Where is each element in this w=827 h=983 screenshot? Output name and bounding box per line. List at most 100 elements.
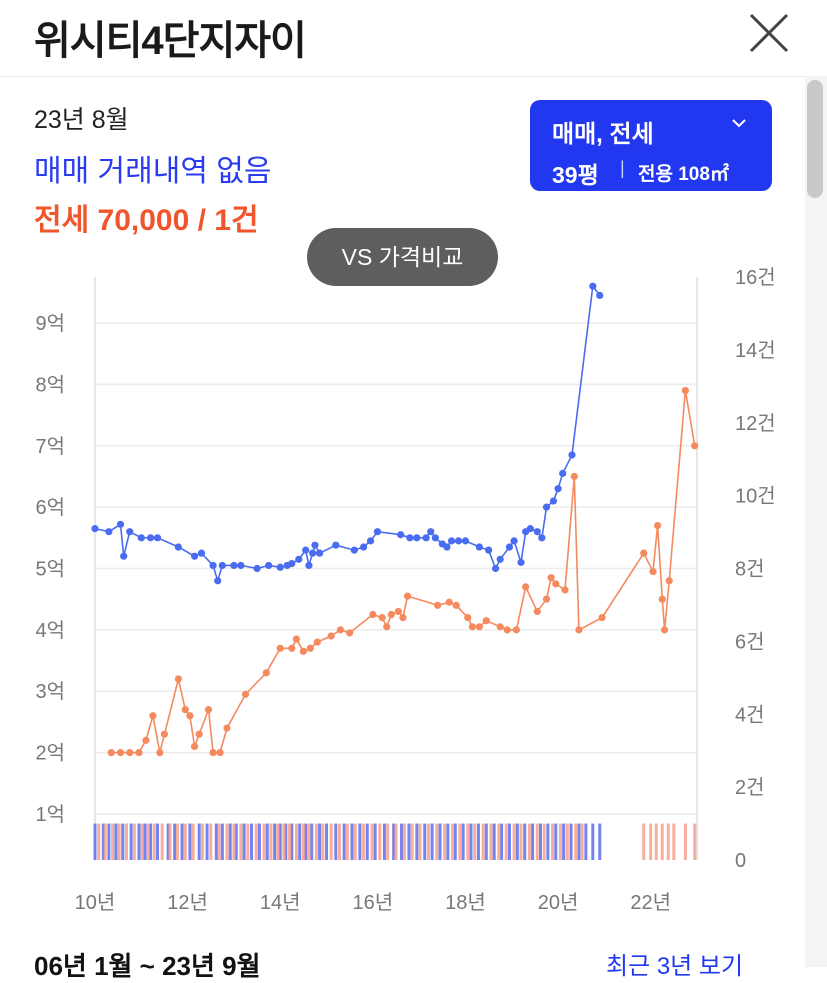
jeonse-price-point [575, 626, 583, 634]
jeonse-volume-bar [160, 823, 164, 860]
sale-volume-bar [392, 823, 396, 860]
x-tick-label: 16년 [353, 891, 394, 914]
jeonse-volume-bar [519, 823, 523, 860]
deal-type-selector[interactable]: 매매, 전세 39평 | 전용 108㎡ [530, 100, 772, 191]
sale-price-point [589, 282, 597, 290]
jeonse-volume-bar [345, 823, 349, 860]
sale-price-point [510, 537, 518, 545]
sale-price-point [146, 534, 155, 542]
sale-volume-bar [350, 823, 354, 860]
sale-volume-bar [214, 823, 218, 860]
sale-volume-bar [453, 823, 457, 860]
jeonse-volume-bar [497, 823, 501, 860]
sale-price-point [496, 555, 504, 563]
jeonse-volume-bar [276, 823, 280, 860]
jeonse-price-point [223, 724, 231, 732]
sale-price-point [295, 555, 303, 563]
sale-price-point [350, 546, 358, 554]
sale-volume-bar [554, 823, 558, 860]
sale-price-point [214, 577, 222, 585]
jeonse-volume-bar [97, 823, 101, 860]
jeonse-price-point [174, 675, 182, 683]
sale-volume-bar [438, 823, 442, 860]
sale-volume-bar [538, 823, 542, 860]
jeonse-price-point [209, 749, 217, 757]
jeonse-price-point [570, 472, 578, 481]
sale-volume-bar [546, 823, 550, 860]
sale-volume-bar [484, 823, 488, 860]
sale-volume-bar [358, 823, 362, 860]
y-right-tick-label: 0 [735, 850, 746, 872]
sale-price-point [137, 534, 145, 542]
sale-price-point [237, 561, 245, 570]
sale-volume-bar [197, 823, 201, 860]
jeonse-volume-bar [426, 823, 430, 860]
close-icon[interactable] [746, 10, 792, 56]
jeonse-volume-bar [542, 823, 546, 860]
jeonse-volume-bar [527, 823, 531, 860]
jeonse-price-point [149, 712, 157, 720]
jeonse-volume-bar [353, 823, 357, 860]
jeonse-price-point [346, 629, 354, 637]
jeonse-volume-bar [666, 823, 670, 860]
recent-3-years-link[interactable]: 최근 3년 보기 [606, 953, 744, 980]
date-range: 06년 1월 ~ 23년 9월 [34, 951, 261, 981]
jeonse-volume-bar [410, 823, 414, 860]
jeonse-volume-bar [124, 823, 128, 860]
sale-volume-bar [273, 823, 277, 860]
jeonse-price-point [299, 647, 307, 655]
vs-price-compare-button[interactable]: VS 가격비교 [307, 228, 498, 286]
jeonse-volume-bar [282, 823, 286, 860]
sale-price-point [447, 537, 456, 545]
jeonse-volume-bar [294, 823, 298, 860]
scrollbar[interactable] [805, 76, 827, 967]
jeonse-volume-bar [370, 823, 374, 860]
jeonse-price-point [262, 669, 270, 677]
sale-price-point [397, 531, 405, 539]
jeonse-volume-bar [140, 823, 144, 860]
jeonse-price-point [512, 626, 521, 634]
jeonse-volume-bar [693, 823, 697, 860]
scrollbar-thumb[interactable] [807, 80, 823, 198]
jeonse-volume-bar [504, 823, 508, 860]
jeonse-price-point [241, 690, 250, 698]
jeonse-volume-bar [378, 823, 382, 860]
y-left-tick-label: 6억 [35, 496, 65, 519]
y-right-tick-label: 16건 [735, 266, 776, 289]
sale-volume-bar [430, 823, 434, 860]
jeonse-price-point [496, 623, 504, 631]
sale-price-point [288, 559, 296, 568]
jeonse-volume-bar [307, 823, 311, 860]
jeonse-price-point [135, 749, 143, 757]
sale-volume-bar [591, 823, 595, 860]
jeonse-volume-bar [183, 823, 187, 860]
sale-volume-bar [400, 823, 404, 860]
sale-price-point [568, 451, 576, 459]
sale-volume-bar [562, 823, 566, 860]
sale-price-point [366, 537, 375, 545]
price-chart: 1억 2억 3억 4억 5억 6억 7억 8억 9억 0 2건 4건 6건 8건 10건 12건 14건 16건 1… [35, 266, 776, 914]
jeonse-price-point [160, 730, 169, 738]
sale-volume-bar [180, 823, 184, 860]
jeonse-price-point [126, 749, 134, 757]
sale-price-point [276, 563, 284, 571]
jeonse-volume-bar [301, 823, 305, 860]
y-right-tick-label: 10건 [735, 485, 776, 508]
y-left-tick-label: 4억 [35, 619, 65, 642]
jeonse-price-point [190, 742, 199, 751]
jeonse-volume-bar [117, 823, 121, 860]
y-left-tick-label: 1억 [35, 803, 65, 826]
sale-price-point [190, 552, 199, 560]
sale-volume-bar [598, 823, 602, 860]
sale-price-point [596, 291, 604, 300]
jeonse-price-point [394, 607, 402, 616]
sale-price-point [209, 561, 217, 570]
jeonse-price-point [452, 601, 460, 609]
jeonse-price-point [533, 607, 541, 616]
jeonse-volume-bar [649, 823, 653, 860]
jeonse-price-point [156, 749, 164, 757]
deal-type-label: 매매, 전세 [552, 121, 654, 148]
sale-price-point [475, 543, 483, 551]
jeonse-price-point [378, 613, 386, 622]
sale-volume-bar [265, 823, 269, 860]
